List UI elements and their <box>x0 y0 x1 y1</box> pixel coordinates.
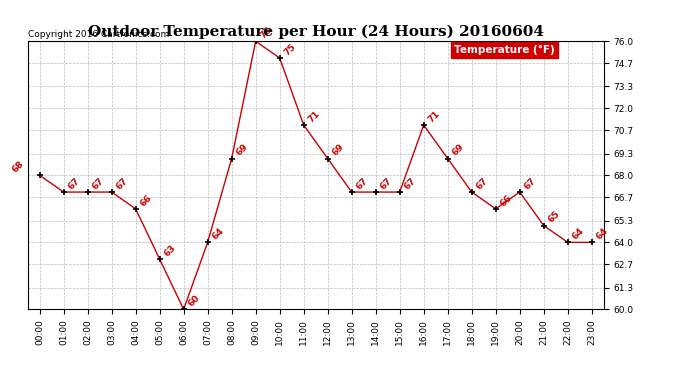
Text: 65: 65 <box>546 210 562 225</box>
Title: Outdoor Temperature per Hour (24 Hours) 20160604: Outdoor Temperature per Hour (24 Hours) … <box>88 24 544 39</box>
Text: 64: 64 <box>595 226 610 242</box>
Text: 60: 60 <box>186 294 201 309</box>
Text: 69: 69 <box>451 142 466 158</box>
Text: 75: 75 <box>282 42 297 57</box>
Text: 69: 69 <box>331 142 346 158</box>
Text: 67: 67 <box>115 176 130 191</box>
Text: 68: 68 <box>10 159 26 174</box>
Text: 66: 66 <box>498 193 513 208</box>
Text: 66: 66 <box>139 193 154 208</box>
Text: 64: 64 <box>210 226 226 242</box>
Text: 67: 67 <box>90 176 106 191</box>
Text: 67: 67 <box>522 176 538 191</box>
Text: 69: 69 <box>235 142 250 158</box>
Text: 63: 63 <box>162 243 177 258</box>
Text: 76: 76 <box>259 25 274 40</box>
Text: 71: 71 <box>306 109 322 124</box>
Text: 67: 67 <box>66 176 81 191</box>
Text: 64: 64 <box>571 226 586 242</box>
Text: 67: 67 <box>355 176 370 191</box>
Text: Copyright 2016 Cartronics.com: Copyright 2016 Cartronics.com <box>28 30 169 39</box>
Text: 67: 67 <box>402 176 417 191</box>
Text: 67: 67 <box>475 176 490 191</box>
Text: Temperature (°F): Temperature (°F) <box>454 45 555 56</box>
Text: 67: 67 <box>379 176 394 191</box>
Text: 71: 71 <box>426 109 442 124</box>
